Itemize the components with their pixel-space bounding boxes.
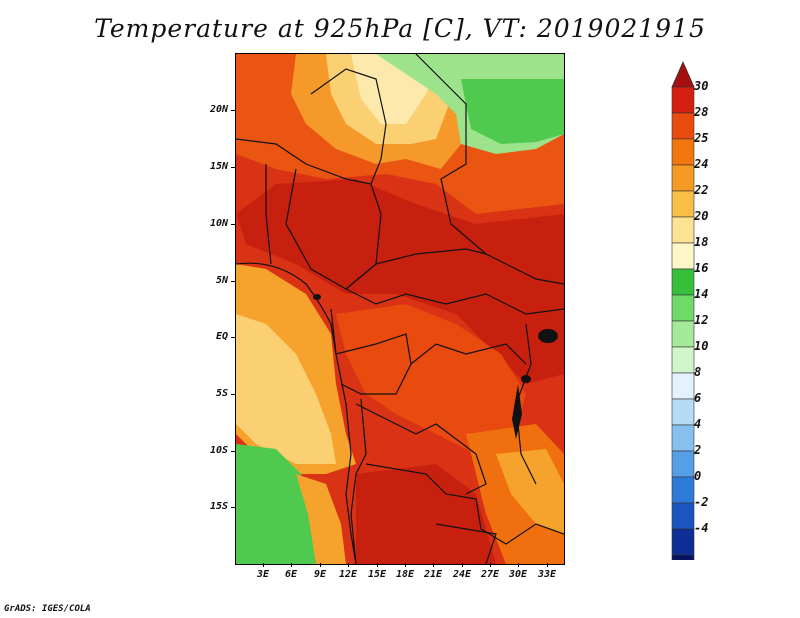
colorbar-segment bbox=[671, 86, 695, 114]
central-dark-red-zone bbox=[236, 179, 564, 384]
colorbar-label: 24 bbox=[694, 157, 709, 171]
lat-tick bbox=[231, 337, 235, 338]
southwest-orange-strip bbox=[296, 474, 346, 564]
lon-label-12e: 12E bbox=[338, 569, 358, 580]
colorbar-label: -4 bbox=[694, 521, 709, 535]
colorbar-segment bbox=[671, 554, 695, 560]
colorbar-segment bbox=[671, 424, 695, 452]
lon-tick bbox=[462, 563, 463, 567]
colorbar-label: 10 bbox=[694, 339, 709, 353]
colorbar-segment bbox=[671, 346, 695, 374]
colorbar-label: 14 bbox=[694, 287, 709, 301]
lon-tick bbox=[377, 563, 378, 567]
colorbar-label: 25 bbox=[694, 131, 709, 145]
lat-tick bbox=[231, 167, 235, 168]
colorbar-segment bbox=[671, 476, 695, 504]
colorbar-label: 4 bbox=[694, 417, 702, 431]
lon-tick bbox=[433, 563, 434, 567]
colorbar-label: 16 bbox=[694, 261, 709, 275]
colorbar-segment bbox=[671, 320, 695, 348]
lat-tick bbox=[231, 507, 235, 508]
chart-title: Temperature at 925hPa [C], VT: 201902191… bbox=[94, 14, 706, 43]
colorbar-label: 6 bbox=[694, 391, 702, 405]
colorbar-top-arrow bbox=[671, 61, 695, 88]
colorbar-segment bbox=[671, 164, 695, 192]
colorbar-segment bbox=[671, 502, 695, 530]
colorbar-segment bbox=[671, 112, 695, 140]
colorbar bbox=[671, 61, 695, 560]
country-borders bbox=[236, 54, 564, 564]
lat-label-5s: 5S bbox=[215, 388, 228, 399]
lat-label-15s: 15S bbox=[209, 501, 228, 512]
colorbar-label: 18 bbox=[694, 235, 709, 249]
lon-tick bbox=[490, 563, 491, 567]
grads-credit: GrADS: IGES/COLA bbox=[4, 604, 91, 614]
western-coast-yellow bbox=[236, 314, 336, 464]
lat-tick bbox=[231, 224, 235, 225]
lon-tick bbox=[320, 563, 321, 567]
colorbar-label: 28 bbox=[694, 105, 709, 119]
colorbar-label: 12 bbox=[694, 313, 709, 327]
lon-label-6e: 6E bbox=[284, 569, 298, 580]
southern-dark-red-zone bbox=[356, 464, 496, 564]
colorbar-segment bbox=[671, 528, 695, 556]
lon-label-9e: 9E bbox=[313, 569, 327, 580]
colorbar-segment bbox=[671, 242, 695, 270]
colorbar-label: 30 bbox=[694, 79, 709, 93]
colorbar-label: 8 bbox=[694, 365, 702, 379]
lon-tick bbox=[405, 563, 406, 567]
lat-tick bbox=[231, 451, 235, 452]
lon-tick bbox=[291, 563, 292, 567]
lat-label-10n: 10N bbox=[209, 218, 228, 229]
temperature-map bbox=[235, 53, 565, 565]
lat-label-eq: EQ bbox=[215, 331, 228, 342]
lat-label-5n: 5N bbox=[215, 275, 228, 286]
lon-label-15e: 15E bbox=[367, 569, 387, 580]
colorbar-segment bbox=[671, 268, 695, 296]
lon-tick bbox=[348, 563, 349, 567]
lat-label-10s: 10S bbox=[209, 445, 228, 456]
colorbar-label: 20 bbox=[694, 209, 709, 223]
lon-label-33e: 33E bbox=[537, 569, 557, 580]
lon-tick bbox=[547, 563, 548, 567]
lat-tick bbox=[231, 394, 235, 395]
lon-label-27e: 27E bbox=[480, 569, 500, 580]
colorbar-segment bbox=[671, 138, 695, 166]
lon-label-24e: 24E bbox=[452, 569, 472, 580]
map-canvas bbox=[236, 54, 564, 564]
lat-tick bbox=[231, 281, 235, 282]
colorbar-segment bbox=[671, 372, 695, 400]
lon-tick bbox=[518, 563, 519, 567]
colorbar-label: 0 bbox=[694, 469, 702, 483]
colorbar-segment bbox=[671, 398, 695, 426]
colorbar-segment bbox=[671, 294, 695, 322]
northeast-green bbox=[461, 79, 564, 144]
colorbar-segment bbox=[671, 450, 695, 478]
lat-tick bbox=[231, 110, 235, 111]
lon-label-21e: 21E bbox=[423, 569, 443, 580]
colorbar-segment bbox=[671, 190, 695, 218]
colorbar-label: -2 bbox=[694, 495, 709, 509]
colorbar-label: 22 bbox=[694, 183, 709, 197]
lat-label-20n: 20N bbox=[209, 104, 228, 115]
lon-label-3e: 3E bbox=[256, 569, 270, 580]
lat-label-15n: 15N bbox=[209, 161, 228, 172]
colorbar-segment bbox=[671, 216, 695, 244]
lon-label-18e: 18E bbox=[395, 569, 415, 580]
lon-tick bbox=[263, 563, 264, 567]
colorbar-label: 2 bbox=[694, 443, 702, 457]
southeast-light-zone bbox=[496, 449, 564, 534]
lon-label-30e: 30E bbox=[508, 569, 528, 580]
lakes bbox=[313, 294, 558, 439]
